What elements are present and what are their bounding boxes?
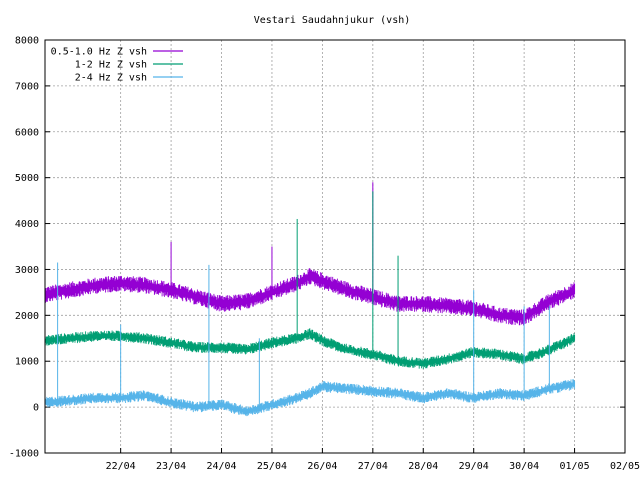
x-tick-label: 01/05 (560, 461, 590, 472)
x-tick-label: 25/04 (257, 461, 287, 472)
y-tick-label: -1000 (9, 449, 39, 460)
y-tick-label: 8000 (15, 36, 39, 47)
series-line (44, 379, 576, 417)
series-layer (44, 182, 576, 417)
x-tick-label: 24/04 (206, 461, 236, 472)
x-tick-label: 28/04 (408, 461, 438, 472)
x-tick-label: 26/04 (307, 461, 337, 472)
legend-label: 0.5-1.0 Hz Z vsh (51, 47, 147, 58)
x-tick-label: 22/04 (106, 461, 136, 472)
y-tick-label: 4000 (15, 219, 39, 230)
plot-frame (44, 39, 626, 454)
x-tick-label: 23/04 (156, 461, 186, 472)
legend-label: 1-2 Hz Z vsh (75, 60, 147, 71)
series-line (44, 268, 576, 326)
x-tick-label: 30/04 (509, 461, 539, 472)
series-2 (44, 191, 576, 369)
legend-label: 2-4 Hz Z vsh (75, 73, 147, 84)
y-tick-label: 6000 (15, 127, 39, 138)
y-tick-label: 2000 (15, 311, 39, 322)
x-tick-label: 02/05 (610, 461, 640, 472)
x-axis: 22/04 23/04 24/04 25/04 26/04 27/04 28/04 29/04… (106, 448, 640, 472)
chart-title: Vestari Saudahnjukur (vsh) (254, 15, 411, 26)
x-tick-label: 27/04 (358, 461, 388, 472)
y-tick-label: 0 (33, 403, 39, 414)
x-tick-label: 29/04 (459, 461, 489, 472)
series-line (44, 328, 576, 369)
y-tick-label: 1000 (15, 357, 39, 368)
y-tick-label: 3000 (15, 265, 39, 276)
series-1 (44, 182, 576, 326)
y-axis: -1000 0 1000 2000 3000 4000 5000 6000 7000 8000 (9, 36, 625, 460)
legend: 0.5-1.0 Hz Z vsh 1-2 Hz Z vsh 2-4 Hz Z vsh (51, 47, 183, 84)
y-tick-label: 5000 (15, 173, 39, 184)
y-tick-label: 7000 (15, 81, 39, 92)
